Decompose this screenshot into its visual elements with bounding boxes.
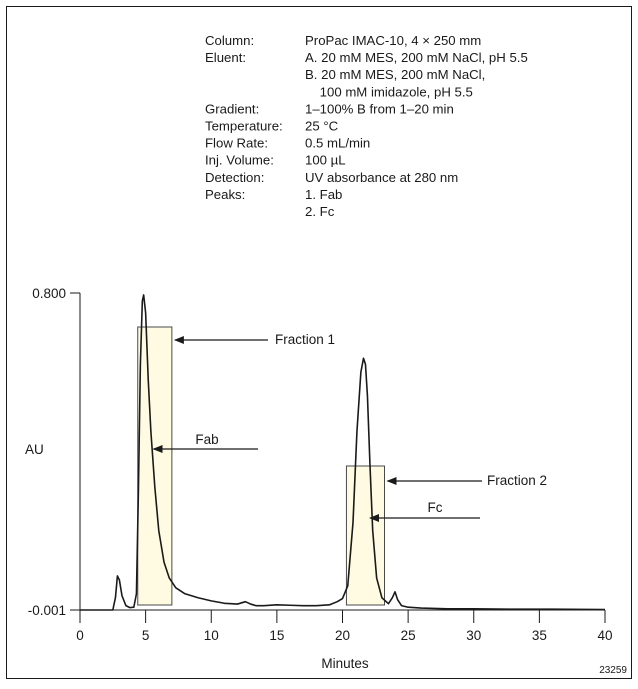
x-axis-label: Minutes — [321, 656, 369, 671]
x-tick-label: 20 — [335, 628, 350, 643]
figure-border — [6, 6, 632, 679]
traces — [80, 294, 606, 611]
x-ticks: 0 5 10 15 20 25 30 35 40 — [76, 610, 613, 643]
condition-label: Gradient: — [205, 101, 259, 116]
condition-label: Detection: — [205, 170, 264, 185]
condition-value: 100 µL — [305, 153, 346, 168]
peak-label: Fc — [428, 500, 443, 515]
x-tick-label: 15 — [269, 628, 284, 643]
condition-value: 1–100% B from 1–20 min — [305, 101, 454, 116]
condition-label: Eluent: — [205, 50, 246, 65]
x-tick-label: 30 — [466, 628, 481, 643]
fraction-label: Fraction 1 — [275, 332, 335, 347]
x-tick-label: 0 — [76, 628, 84, 643]
fraction-label: Fraction 2 — [487, 473, 547, 488]
condition-value: 0.5 mL/min — [305, 136, 370, 151]
condition-value: B. 20 mM MES, 200 mM NaCl, — [305, 67, 485, 82]
x-tick-label: 35 — [532, 628, 547, 643]
condition-value: 25 °C — [305, 119, 339, 134]
condition-label: Inj. Volume: — [205, 153, 274, 168]
condition-value: 100 mM imidazole, pH 5.5 — [305, 84, 473, 99]
condition-value: UV absorbance at 280 nm — [305, 170, 458, 185]
y-tick-label: 0.800 — [32, 286, 66, 301]
condition-label: Column: — [205, 33, 254, 48]
figure-id: 23259 — [599, 665, 627, 676]
conditions-block: Column: ProPac IMAC-10, 4 × 250 mm Eluent:… — [205, 33, 528, 219]
chromatogram-trace — [80, 294, 606, 611]
condition-value: ProPac IMAC-10, 4 × 250 mm — [305, 33, 481, 48]
x-tick-label: 10 — [204, 628, 219, 643]
annotations: Fraction 1 Fraction 2 Fab Fc — [152, 332, 547, 522]
condition-value: 1. Fab — [305, 187, 342, 202]
fraction-box — [137, 326, 173, 606]
condition-value: A. 20 mM MES, 200 mM NaCl, pH 5.5 — [305, 50, 528, 65]
x-tick-label: 40 — [597, 628, 612, 643]
condition-value: 2. Fc — [305, 204, 335, 219]
y-axis-label: AU — [25, 442, 44, 457]
condition-label: Peaks: — [205, 187, 245, 202]
condition-label: Temperature: — [205, 119, 283, 134]
x-tick-label: 25 — [401, 628, 416, 643]
condition-label: Flow Rate: — [205, 136, 268, 151]
x-tick-label: 5 — [142, 628, 150, 643]
peak-label: Fab — [195, 432, 218, 447]
y-tick-label: -0.001 — [28, 603, 66, 618]
y-ticks: -0.001 0.800 — [28, 286, 80, 618]
fraction-boxes — [137, 326, 385, 606]
